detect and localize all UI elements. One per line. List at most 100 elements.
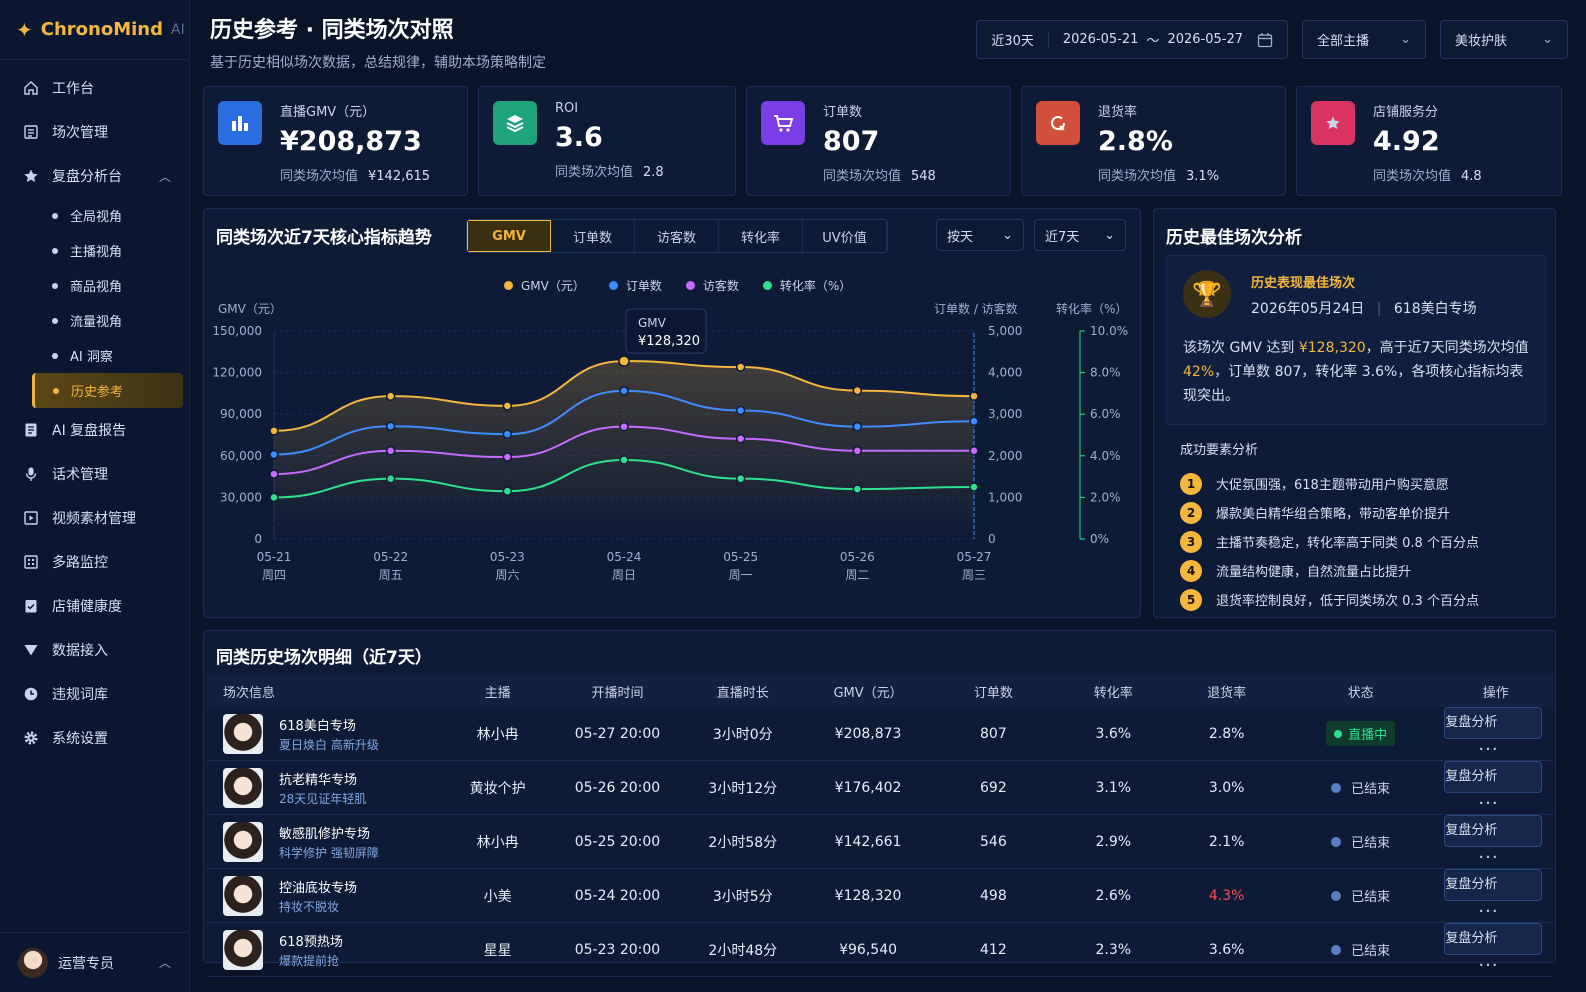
data-point (385, 391, 396, 401)
sidebar-item-3[interactable]: 全局视角 (0, 198, 189, 233)
sidebar-item-5[interactable]: 商品视角 (0, 268, 189, 303)
calendar-icon[interactable] (1257, 32, 1273, 48)
sidebar-item-2[interactable]: 复盘分析台 ︿ (0, 154, 189, 198)
table-row[interactable]: 618美白专场 夏日焕白 高新升级 林小冉 05-27 20:00 3小时0分 ¥208,… (207, 707, 1553, 761)
legend-item[interactable]: GMV（元） (504, 277, 585, 294)
x-weekday: 周二 (845, 568, 869, 582)
legend-item[interactable]: 访客数 (685, 277, 739, 294)
y-right2-tick: 6.0% (1090, 407, 1121, 421)
tab-metric-4[interactable]: UV价值 (803, 220, 887, 252)
range-preset[interactable]: 近30天 (991, 34, 1034, 49)
cell-dur: 2小时58分 (680, 814, 806, 869)
factors-list: 1 大促氛围强，618主题带动用户购买意愿 2 爆款美白精华组合策略，带动客单价提升 3… (1180, 469, 1479, 614)
session-subtitle: 夏日焕白 高新升级 (279, 737, 379, 752)
start-date[interactable]: 2026-05-21 (1062, 32, 1139, 47)
column-header[interactable]: 主播 (440, 675, 555, 707)
sidebar-item-11[interactable]: 视频素材管理 (0, 496, 189, 540)
chevron-up-icon[interactable]: ︿ (158, 956, 171, 970)
sidebar-item-14[interactable]: 数据接入 (0, 628, 189, 672)
sidebar-item-1[interactable]: 场次管理 (0, 110, 189, 154)
granularity-select[interactable]: 按天 ⌄ (936, 219, 1024, 251)
kpi-average: 同类场次均值 ¥142,615 (280, 165, 430, 184)
kpi-body: ROI 3.6 同类场次均值 2.8 (555, 101, 664, 195)
session-name: 618美白专场 (279, 718, 356, 734)
status-dot-icon (1331, 944, 1342, 955)
y-left-tick: 150,000 (212, 324, 262, 338)
data-point (385, 473, 396, 484)
column-header[interactable]: 退货率 (1170, 675, 1283, 707)
column-header[interactable]: 状态 (1282, 675, 1439, 707)
column-header[interactable]: 订单数 (930, 675, 1057, 707)
app-logo[interactable]: ✦ ChronoMind AI (0, 0, 189, 60)
list-icon (22, 123, 40, 141)
more-options-icon[interactable]: ··· (1478, 739, 1499, 760)
anchor-select[interactable]: 全部主播 ⌄ (1302, 20, 1426, 59)
session-text: 618美白专场夏日焕白 高新升级 (279, 715, 379, 753)
star-icon (22, 167, 40, 185)
column-header[interactable]: GMV（元） (805, 675, 931, 707)
cell-anchor: 星星 (440, 922, 555, 977)
more-options-icon[interactable]: ··· (1478, 955, 1499, 976)
sidebar-item-label: 工作台 (52, 81, 94, 97)
data-point (502, 452, 513, 462)
review-analysis-button[interactable]: 复盘分析 (1444, 815, 1543, 847)
column-header[interactable]: 转化率 (1056, 675, 1171, 707)
sidebar-item-8[interactable]: 历史参考 (32, 373, 183, 408)
table-row[interactable]: 控油底妆专场 持妆不脱妆 小美 05-24 20:00 3小时5分 ¥128,320 498… (207, 868, 1553, 923)
desc-text: ，订单数 807，转化率 3.6%，各项核心指标均表现突出。 (1183, 364, 1524, 404)
period-select[interactable]: 近7天 ⌄ (1034, 219, 1126, 251)
sidebar-item-16[interactable]: 系统设置 (0, 716, 189, 760)
user-menu[interactable]: 运营专员 ︿ (0, 932, 189, 992)
x-tick: 05-27 (957, 550, 992, 564)
table-row[interactable]: 抗老精华专场 28天见证年轻肌 黄妆个护 05-26 20:00 3小时12分 ¥176,… (207, 760, 1553, 815)
y-right-tick: 5,000 (988, 324, 1022, 338)
kpi-row: 直播GMV（元） ¥208,873 同类场次均值 ¥142,615 ROI 3.6 同类场次… (203, 86, 1562, 196)
tab-metric-0[interactable]: GMV (467, 220, 551, 252)
column-header[interactable]: 开播时间 (554, 675, 681, 707)
sidebar-item-6[interactable]: 流量视角 (0, 303, 189, 338)
star-icon (1311, 101, 1355, 145)
sidebar-item-0[interactable]: 工作台 (0, 66, 189, 110)
sidebar-item-4[interactable]: 主播视角 (0, 233, 189, 268)
tab-metric-1[interactable]: 订单数 (551, 220, 635, 252)
sidebar-item-7[interactable]: AI 洞察 (0, 338, 189, 373)
y-right2-tick: 10.0% (1090, 324, 1128, 338)
factor-item: 5 退货率控制良好，低于同类场次 0.3 个百分点 (1180, 585, 1479, 614)
sidebar-item-12[interactable]: 多路监控 (0, 540, 189, 584)
sidebar-item-10[interactable]: 话术管理 (0, 452, 189, 496)
more-options-icon[interactable]: ··· (1478, 847, 1499, 868)
category-select[interactable]: 美妆护肤 ⌄ (1440, 20, 1568, 59)
legend-item[interactable]: 转化率（%） (762, 277, 851, 294)
tab-metric-3[interactable]: 转化率 (719, 220, 803, 252)
sidebar-item-15[interactable]: 违规词库 (0, 672, 189, 716)
chart-legend: GMV（元） 订单数 访客数 转化率（%） (504, 277, 851, 294)
tab-metric-2[interactable]: 访客数 (635, 220, 719, 252)
date-range-picker[interactable]: 近30天 2026-05-21 ～ 2026-05-27 (976, 20, 1288, 59)
chevron-up-icon[interactable]: ︿ (158, 169, 171, 184)
factor-item: 1 大促氛围强，618主题带动用户购买意愿 (1180, 469, 1479, 498)
table-row[interactable]: 敏感肌修护专场 科学修护 强韧屏障 林小冉 05-25 20:00 2小时58分 ¥142… (207, 814, 1553, 869)
review-analysis-button[interactable]: 复盘分析 (1444, 869, 1543, 901)
column-header[interactable]: 直播时长 (680, 675, 806, 707)
sidebar-item-13[interactable]: 店铺健康度 (0, 584, 189, 628)
review-analysis-button[interactable]: 复盘分析 (1444, 707, 1543, 739)
cell-anchor: 林小冉 (440, 707, 555, 761)
sidebar-item-9[interactable]: AI 复盘报告 (0, 408, 189, 452)
column-header[interactable]: 操作 (1438, 675, 1553, 707)
review-analysis-button[interactable]: 复盘分析 (1444, 761, 1543, 793)
more-options-icon[interactable]: ··· (1478, 793, 1499, 814)
y-left-tick: 90,000 (220, 407, 262, 421)
cell-gmv: ¥128,320 (805, 868, 931, 923)
review-analysis-button[interactable]: 复盘分析 (1444, 923, 1543, 955)
metric-tabs: GMV 订单数 访客数 转化率 UV价值 (466, 219, 888, 253)
status-badge: 已结束 (1331, 832, 1390, 851)
sidebar: ✦ ChronoMind AI 工作台场次管理 复盘分析台 ︿ 全局视角 主播视角 商品视… (0, 0, 190, 992)
session-cell: 控油底妆专场 持妆不脱妆 (207, 868, 441, 923)
table-row[interactable]: 618预热场 爆款提前抢 星星 05-23 20:00 2小时48分 ¥96,540 412… (207, 922, 1553, 977)
column-header[interactable]: 场次信息 (207, 675, 441, 707)
more-options-icon[interactable]: ··· (1478, 901, 1499, 922)
x-weekday: 周六 (495, 568, 519, 582)
best-title: 历史最佳场次分析 (1166, 228, 1302, 248)
end-date[interactable]: 2026-05-27 (1167, 32, 1243, 47)
legend-item[interactable]: 订单数 (608, 277, 662, 294)
